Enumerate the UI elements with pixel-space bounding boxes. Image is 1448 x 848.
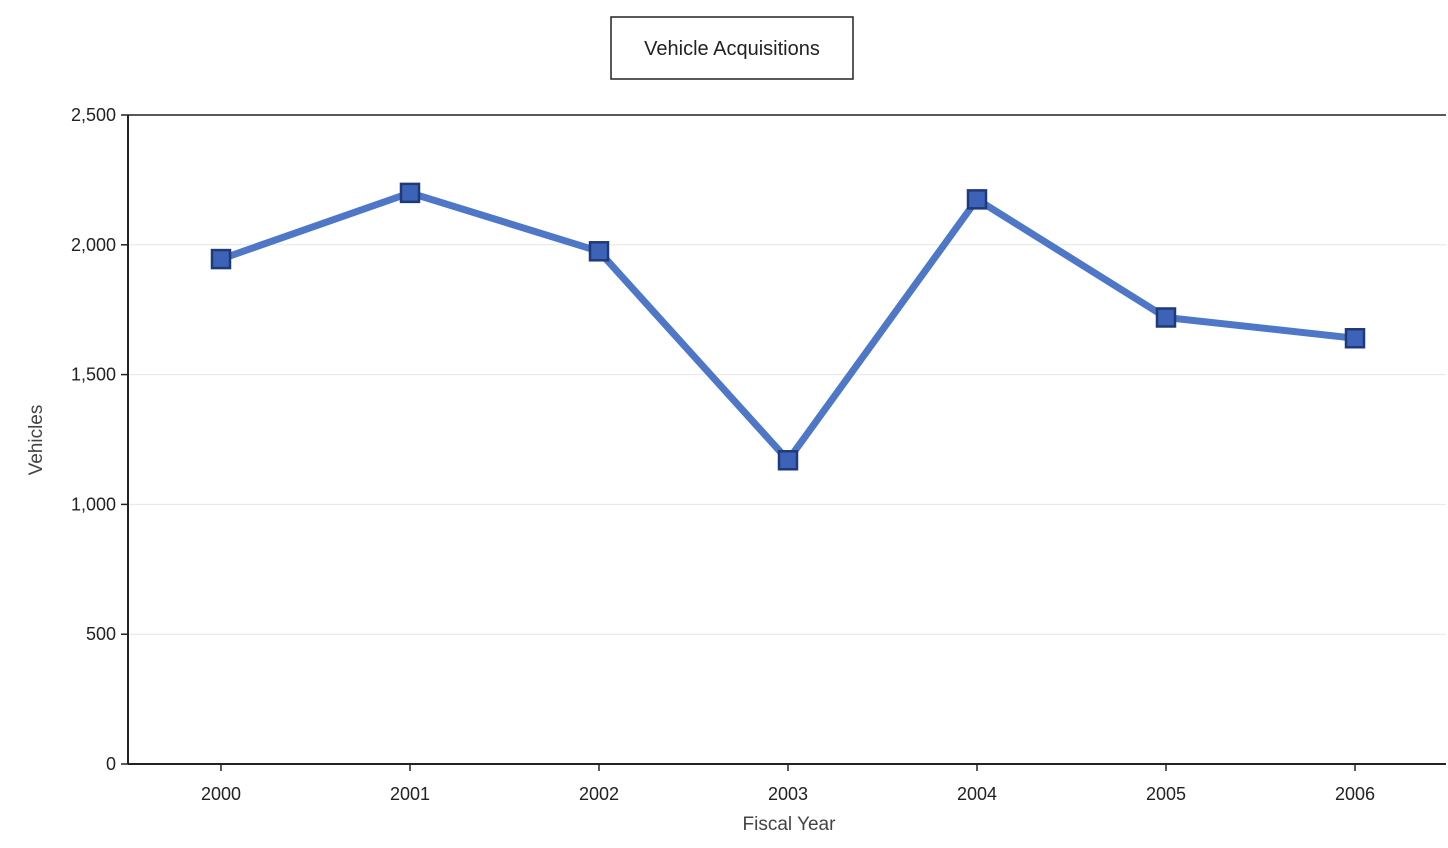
x-tick-label: 2005 [1146, 784, 1186, 804]
series-layer [210, 182, 1366, 471]
y-axis-title: Vehicles [26, 405, 47, 476]
data-point-marker [210, 248, 232, 270]
x-tick-label: 2004 [957, 784, 997, 804]
chart-title-box: Vehicle Acquisitions [610, 16, 854, 80]
x-tick-label: 2002 [579, 784, 619, 804]
data-point-marker [1155, 307, 1177, 328]
y-tick-label: 2,500 [71, 105, 116, 125]
x-tick-label: 2001 [390, 784, 430, 804]
y-tick-label: 500 [86, 624, 116, 644]
x-tick-label: 2006 [1335, 784, 1375, 804]
data-point-marker [1344, 328, 1366, 349]
y-tick-label: 0 [106, 754, 116, 774]
data-point-marker [399, 182, 421, 204]
data-point-marker [588, 241, 610, 262]
chart-title: Vehicle Acquisitions [644, 38, 820, 60]
grid-lines [128, 114, 1446, 635]
x-tick-label: 2003 [768, 784, 808, 804]
x-tick-label: 2000 [201, 784, 241, 804]
series-line [217, 189, 1359, 464]
axes [127, 114, 1446, 765]
data-point-marker [966, 189, 988, 210]
y-tick-label: 1,000 [71, 494, 116, 514]
x-axis-ticks: 2000 2001 2002 2003 2004 2005 2006 [201, 764, 1375, 804]
y-tick-label: 2,000 [71, 235, 116, 255]
y-axis-ticks: 0 500 1,000 1,500 2,000 2,500 [71, 105, 128, 774]
x-axis-title: Fiscal Year [743, 814, 837, 835]
y-tick-label: 1,500 [71, 365, 116, 385]
data-point-marker [777, 450, 799, 471]
